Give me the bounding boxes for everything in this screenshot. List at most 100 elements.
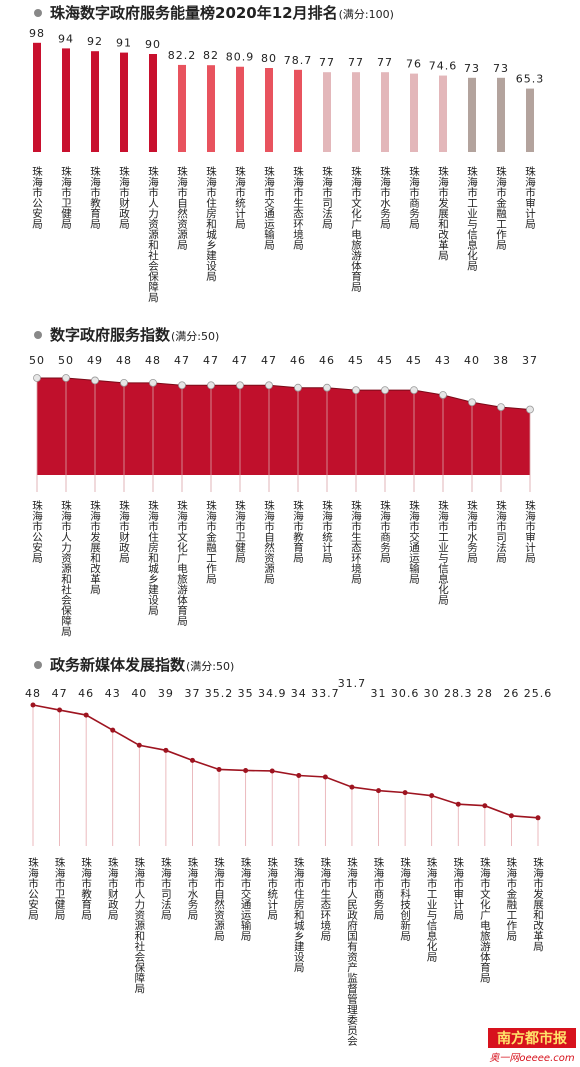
point	[535, 815, 541, 821]
bar	[91, 51, 99, 153]
category-label: 珠海市文化广电旅游体育局	[479, 856, 491, 984]
value-label: 39	[158, 687, 174, 700]
value-label: 38	[493, 354, 509, 367]
category-label: 珠海市交通运输局	[263, 165, 275, 251]
title-bullet	[34, 661, 42, 669]
bar	[120, 52, 128, 152]
category-label: 珠海市发展和改革局	[532, 856, 544, 952]
point	[269, 768, 275, 774]
point	[294, 383, 302, 392]
point	[30, 702, 36, 708]
value-label: 28.3	[444, 687, 473, 700]
bar	[410, 73, 418, 152]
value-label: 47	[232, 354, 248, 367]
point	[482, 803, 488, 809]
category-label: 珠海市商务局	[408, 165, 420, 230]
value-label: 76	[406, 58, 422, 71]
point	[468, 398, 476, 407]
point	[62, 374, 70, 382]
value-label: 47	[52, 687, 68, 700]
value-label: 30	[424, 687, 440, 700]
area-line	[37, 377, 531, 411]
category-label: 珠海市公安局	[27, 856, 39, 921]
value-label: 43	[435, 354, 451, 367]
value-label: 77	[377, 56, 393, 69]
value-label: 35	[238, 687, 254, 700]
category-label: 珠海市统计局	[266, 856, 278, 921]
value-label: 50	[58, 354, 74, 367]
value-label: 47	[261, 354, 277, 367]
bar	[265, 68, 273, 152]
value-label: 34.9	[258, 687, 287, 700]
point	[57, 707, 63, 713]
point	[236, 381, 244, 390]
value-label: 73	[493, 62, 509, 75]
point	[410, 386, 418, 395]
category-label: 珠海市司法局	[321, 165, 333, 230]
value-label: 31	[371, 687, 387, 700]
value-label: 33.7	[311, 687, 340, 700]
category-label: 珠海市人力资源和社会保障局	[147, 165, 159, 303]
value-label: 91	[116, 37, 132, 50]
value-label: 77	[319, 56, 335, 69]
category-label: 珠海市科技创新局	[399, 856, 411, 942]
title-bullet	[34, 9, 42, 17]
chart-title: 数字政府服务指数	[50, 326, 171, 344]
category-label: 珠海市财政局	[118, 165, 130, 230]
category-label: 珠海市卫健局	[60, 165, 72, 230]
category-label: 珠海市司法局	[495, 499, 507, 564]
category-label: 珠海市公安局	[31, 499, 43, 564]
value-label: 30.6	[391, 687, 420, 700]
category-label: 珠海市教育局	[292, 499, 304, 564]
point	[349, 784, 355, 790]
value-label: 46	[78, 687, 94, 700]
title-bullet	[34, 331, 42, 339]
category-label: 珠海市生态环境局	[350, 499, 362, 585]
value-label: 98	[29, 27, 45, 40]
category-label: 珠海市审计局	[524, 499, 536, 564]
category-label: 珠海市住房和城乡建设局	[205, 165, 217, 282]
value-label: 43	[105, 687, 121, 700]
point	[265, 381, 273, 390]
bar	[236, 66, 244, 152]
category-label: 珠海市水务局	[186, 856, 198, 921]
category-label: 珠海市审计局	[452, 856, 464, 921]
brand: 南方都市报	[497, 1030, 567, 1047]
point	[91, 376, 99, 385]
value-label: 46	[319, 354, 335, 367]
bar	[294, 69, 302, 152]
point	[83, 712, 89, 718]
point	[189, 757, 195, 763]
value-label: 77	[348, 56, 364, 69]
category-label: 珠海市财政局	[107, 856, 119, 921]
category-label: 珠海市水务局	[379, 165, 391, 230]
bar	[178, 64, 186, 152]
value-label: 92	[87, 35, 103, 48]
bar	[439, 75, 447, 152]
chart-subtitle: (满分:100)	[339, 8, 394, 21]
chart-subtitle: (满分:50)	[186, 660, 234, 673]
value-label: 65.3	[516, 73, 545, 86]
value-label: 49	[87, 354, 103, 367]
point	[352, 386, 360, 395]
chart-subtitle: (满分:50)	[171, 330, 219, 343]
point	[178, 381, 186, 390]
point	[110, 727, 116, 733]
point	[508, 813, 514, 819]
value-label: 80.9	[226, 51, 255, 64]
value-label: 82	[203, 49, 219, 62]
value-label: 37	[522, 354, 538, 367]
point	[429, 793, 435, 799]
category-label: 珠海市卫健局	[54, 856, 66, 921]
value-label: 78.7	[284, 54, 313, 67]
bar	[468, 77, 476, 152]
category-label: 珠海市发展和改革局	[89, 499, 101, 595]
bar	[33, 42, 41, 152]
point	[497, 403, 505, 412]
category-label: 珠海市生态环境局	[292, 165, 304, 251]
category-label: 珠海市教育局	[89, 165, 101, 230]
value-label: 80	[261, 52, 277, 65]
category-label: 珠海市水务局	[466, 499, 478, 564]
value-label: 31.7	[338, 677, 367, 690]
